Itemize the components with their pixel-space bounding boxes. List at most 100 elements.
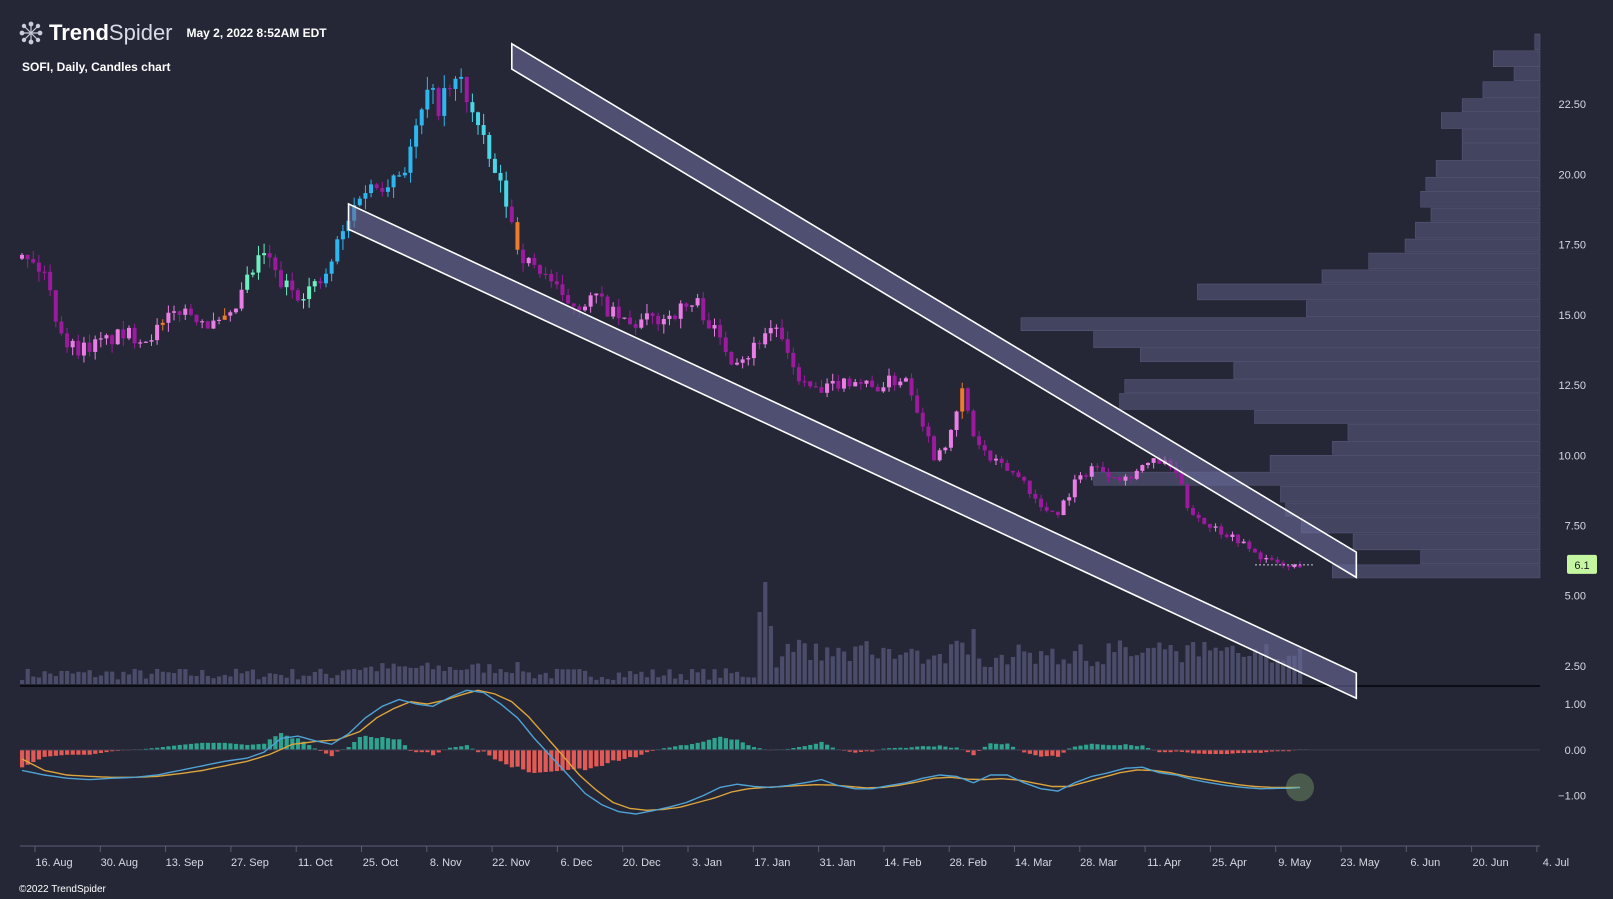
volume-bar	[20, 679, 25, 684]
macd-histogram-bar	[380, 737, 385, 750]
macd-histogram-bar	[830, 747, 835, 750]
volume-bar	[31, 676, 36, 684]
volume-bar	[273, 673, 278, 684]
candle-body	[712, 325, 717, 329]
volume-bar	[1123, 647, 1128, 684]
volume-bar	[841, 651, 847, 684]
candle-body	[380, 187, 385, 192]
price-tick-label: 15.00	[1558, 310, 1586, 322]
candle-body	[1269, 558, 1274, 560]
macd-histogram-bar	[1230, 749, 1235, 754]
macd-histogram-bar	[509, 749, 515, 768]
macd-histogram-bar	[628, 749, 633, 758]
candle-body	[920, 412, 925, 427]
volume-bar	[498, 669, 503, 684]
candle-body	[1252, 548, 1257, 553]
macd-histogram-bar	[689, 744, 695, 750]
volume-bar	[678, 674, 683, 684]
macd-histogram-bar	[853, 749, 858, 753]
candle-body	[1072, 479, 1077, 498]
candle-body	[76, 340, 81, 356]
candle-body	[98, 338, 103, 340]
macd-histogram-bar	[1168, 749, 1173, 753]
macd-histogram-bar	[211, 742, 216, 750]
candle-body	[583, 306, 587, 311]
volume-bar	[611, 679, 616, 684]
volume-bar	[1039, 651, 1044, 684]
volume-bar	[1196, 656, 1201, 684]
candle-body	[673, 315, 678, 319]
volume-profile-bar	[1093, 331, 1541, 348]
macd-histogram-bar	[492, 749, 498, 760]
candle-body	[138, 342, 143, 344]
candle-body	[492, 158, 497, 173]
volume-bar	[566, 669, 571, 684]
volume-bar	[1179, 662, 1184, 684]
macd-histogram-bar	[977, 749, 982, 752]
timestamp: May 2, 2022 8:52AM EDT	[186, 26, 327, 40]
volume-bar	[695, 672, 700, 684]
candle-body	[324, 273, 329, 284]
volume-bar	[1106, 643, 1111, 684]
macd-histogram-bar	[1185, 749, 1190, 753]
volume-bar	[352, 668, 357, 684]
brand-name-bold: Trend	[49, 20, 109, 45]
volume-bar	[571, 669, 576, 684]
candle-body	[1236, 534, 1241, 544]
volume-profile-bar	[1197, 283, 1541, 301]
volume-bar	[813, 643, 819, 684]
candle-body	[881, 387, 886, 392]
candle-body	[172, 311, 177, 313]
macd-histogram-bar	[430, 749, 436, 756]
candle-body	[611, 306, 616, 317]
volume-bar	[526, 672, 531, 684]
volume-profile-bar	[1254, 410, 1541, 424]
candle-body	[391, 175, 396, 188]
volume-bar	[183, 669, 188, 684]
volume-bar	[87, 670, 92, 684]
volume-bar	[194, 675, 199, 684]
candle-body	[1039, 498, 1044, 508]
volume-bar	[622, 677, 627, 684]
candle-body	[532, 257, 537, 265]
volume-profile-bar	[1124, 379, 1541, 393]
time-tick-label: 17. Jan	[754, 857, 790, 869]
candle-body	[194, 314, 199, 323]
macd-histogram-bar	[1027, 749, 1032, 754]
volume-bar	[1151, 647, 1156, 684]
candle-body	[858, 382, 863, 384]
candle-body	[1095, 466, 1100, 468]
candle-body	[819, 387, 824, 393]
volume-profile-bar	[1119, 393, 1541, 410]
volume-bar	[447, 666, 453, 684]
volume-bar	[430, 669, 436, 684]
volume-bar	[1230, 645, 1235, 684]
candle-body	[1275, 559, 1280, 563]
volume-bar	[1100, 664, 1106, 684]
volume-profile-bar	[1306, 300, 1541, 317]
volume-bar	[1191, 642, 1196, 684]
macd-histogram-bar	[701, 741, 706, 750]
macd-histogram-bar	[1106, 745, 1111, 750]
candle-body	[65, 333, 70, 348]
macd-histogram-bar	[352, 742, 357, 750]
wedge-lower-band	[347, 202, 1358, 700]
macd-histogram-bar	[599, 749, 605, 766]
macd-histogram-bar	[397, 739, 402, 750]
candle-body	[312, 281, 317, 287]
macd-histogram-bar	[76, 749, 81, 755]
volume-bar	[1078, 644, 1083, 684]
time-tick-label: 25. Oct	[363, 857, 398, 869]
macd-histogram-bar	[999, 744, 1004, 750]
candle-body	[1050, 510, 1055, 512]
candle-body	[988, 450, 993, 461]
volume-profile-bar	[1492, 50, 1541, 68]
candle-body	[509, 206, 514, 223]
candle-body	[808, 381, 813, 387]
candle-body	[796, 367, 801, 382]
macd-histogram-bar	[526, 749, 531, 773]
candle-body	[363, 193, 368, 199]
volume-bar	[369, 666, 374, 684]
volume-bar	[307, 675, 312, 684]
